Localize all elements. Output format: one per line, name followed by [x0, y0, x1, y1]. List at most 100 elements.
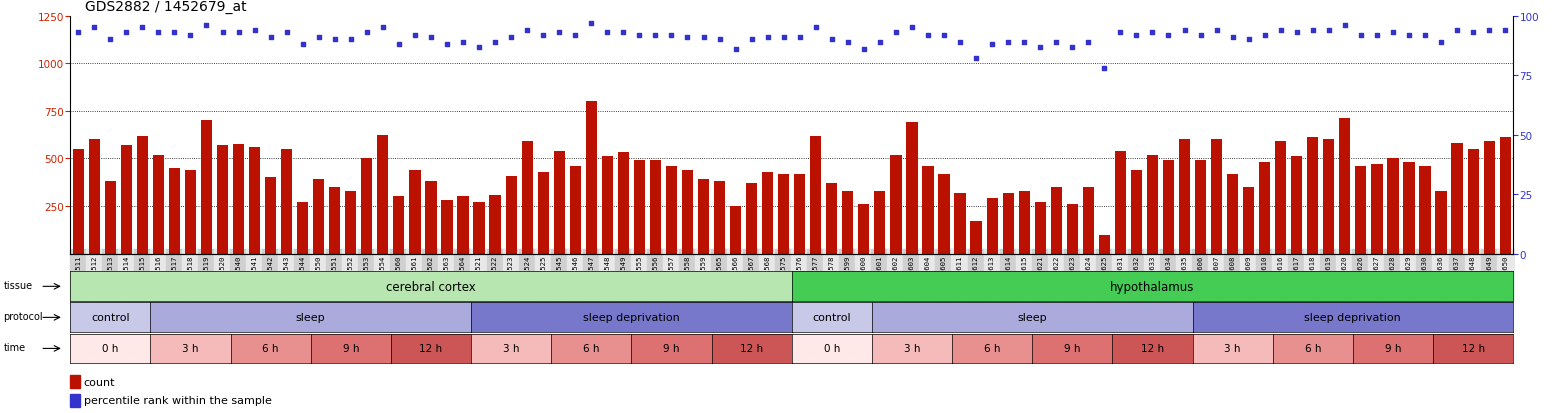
Bar	[441, 201, 452, 254]
Bar	[569, 166, 580, 254]
Bar	[1003, 193, 1014, 254]
Text: 6 h: 6 h	[583, 344, 599, 354]
Text: 3 h: 3 h	[903, 344, 920, 354]
Bar	[1067, 204, 1078, 254]
Bar	[1451, 144, 1463, 254]
Point	[1445, 27, 1470, 34]
Bar	[1131, 171, 1142, 254]
Bar	[329, 188, 340, 254]
Point	[290, 42, 315, 48]
Point	[370, 25, 395, 32]
Point	[964, 56, 989, 62]
Point	[242, 27, 267, 34]
Text: 0 h: 0 h	[101, 344, 119, 354]
Point	[739, 37, 764, 43]
Bar	[891, 155, 902, 254]
Text: 6 h: 6 h	[1304, 344, 1321, 354]
Bar	[1420, 166, 1431, 254]
Point	[418, 35, 443, 41]
Bar	[250, 147, 261, 254]
Bar	[794, 174, 805, 254]
Point	[771, 35, 796, 41]
Bar	[778, 174, 789, 254]
Bar	[265, 178, 276, 254]
Bar	[70, 394, 80, 407]
Point	[1189, 32, 1214, 39]
Text: 9 h: 9 h	[343, 344, 359, 354]
Bar	[1243, 188, 1254, 254]
Point	[435, 42, 460, 48]
Bar	[1179, 140, 1190, 254]
Point	[1123, 32, 1148, 39]
Point	[788, 35, 813, 41]
Point	[1396, 32, 1421, 39]
Bar	[810, 136, 822, 254]
Text: control: control	[90, 313, 129, 323]
Bar	[378, 135, 388, 254]
Bar	[1499, 138, 1510, 254]
Bar	[955, 193, 966, 254]
Bar	[538, 172, 549, 254]
Point	[354, 30, 379, 36]
Point	[1204, 27, 1229, 34]
Text: 3 h: 3 h	[502, 344, 519, 354]
Point	[1012, 39, 1037, 46]
Point	[563, 32, 588, 39]
Point	[178, 32, 203, 39]
Bar	[1387, 159, 1399, 254]
Bar	[651, 161, 661, 254]
Bar	[714, 182, 725, 254]
Bar	[906, 123, 917, 254]
Text: GDS2882 / 1452679_at: GDS2882 / 1452679_at	[84, 0, 246, 14]
Text: 12 h: 12 h	[739, 344, 763, 354]
Bar	[1259, 163, 1270, 254]
Point	[1460, 30, 1485, 36]
Bar	[473, 203, 485, 254]
Bar	[521, 142, 534, 254]
Bar	[137, 136, 148, 254]
Point	[1092, 65, 1117, 72]
Point	[499, 35, 524, 41]
Point	[257, 35, 282, 41]
Text: 9 h: 9 h	[663, 344, 680, 354]
Bar	[1195, 161, 1206, 254]
Bar	[761, 172, 774, 254]
Text: hypothalamus: hypothalamus	[1111, 280, 1195, 293]
Point	[1059, 44, 1084, 51]
Point	[643, 32, 668, 39]
Bar	[89, 140, 100, 254]
Bar	[1307, 138, 1318, 254]
Text: percentile rank within the sample: percentile rank within the sample	[84, 395, 271, 405]
Bar	[168, 169, 179, 254]
Text: 3 h: 3 h	[1225, 344, 1240, 354]
Point	[1412, 32, 1437, 39]
Point	[883, 30, 908, 36]
Bar	[697, 180, 710, 254]
Point	[916, 32, 941, 39]
Point	[1220, 35, 1245, 41]
Point	[1284, 30, 1309, 36]
Bar	[457, 197, 468, 254]
Bar	[618, 152, 629, 254]
Point	[339, 37, 363, 43]
Point	[129, 25, 154, 32]
Bar	[409, 171, 421, 254]
Bar	[1115, 152, 1126, 254]
Point	[1381, 30, 1406, 36]
Point	[1317, 27, 1342, 34]
Bar	[1275, 142, 1287, 254]
Bar	[827, 184, 838, 254]
Bar	[201, 121, 212, 254]
Bar	[1484, 142, 1494, 254]
Point	[835, 39, 860, 46]
Bar	[602, 157, 613, 254]
Point	[1172, 27, 1197, 34]
Point	[1348, 32, 1373, 39]
Point	[1301, 27, 1326, 34]
Bar	[153, 155, 164, 254]
Point	[1028, 44, 1053, 51]
Text: protocol: protocol	[3, 311, 44, 321]
Bar	[666, 166, 677, 254]
Point	[675, 35, 700, 41]
Point	[1156, 32, 1181, 39]
